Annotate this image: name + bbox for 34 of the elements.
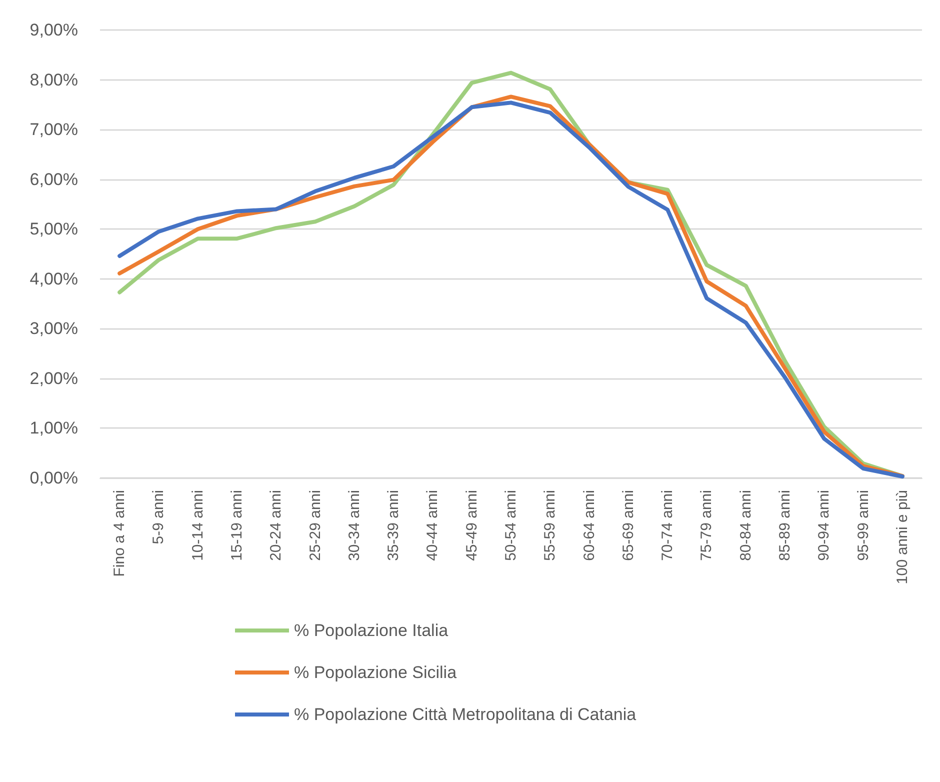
x-tick-label: 65-69 anni — [620, 490, 637, 561]
x-tick-label: 15-19 anni — [228, 490, 246, 561]
y-tick-label: 0,00% — [30, 468, 78, 488]
x-tick-label: 75-79 anni — [698, 490, 716, 561]
x-tick-label: 20-24 anni — [268, 490, 285, 561]
x-tick-label: Fino a 4 anni — [111, 490, 128, 577]
x-tick-label: 10-14 anni — [189, 490, 206, 561]
x-tick-label: 50-54 anni — [502, 490, 520, 561]
y-tick-label: 3,00% — [30, 319, 78, 338]
x-tick-label: 85-89 anni — [776, 490, 794, 561]
x-tick-label: 5-9 anni — [150, 490, 168, 544]
y-tick-label: 4,00% — [30, 269, 78, 288]
x-tick-label: 55-59 anni — [542, 490, 559, 561]
y-tick-label: 5,00% — [30, 220, 78, 239]
x-tick-label: 70-74 anni — [659, 490, 676, 561]
y-tick-label: 1,00% — [30, 418, 78, 438]
x-tick-label: 35-39 anni — [385, 490, 402, 561]
legend-label: % Popolazione Italia — [294, 621, 449, 640]
x-tick-label: 25-29 anni — [306, 490, 324, 561]
x-tick-label: 95-99 anni — [854, 490, 872, 561]
y-tick-label: 8,00% — [30, 70, 78, 90]
legend-label: % Popolazione Sicilia — [294, 663, 458, 682]
y-tick-label: 7,00% — [30, 120, 78, 140]
legend-label: % Popolazione Città Metropolitana di Catania — [294, 705, 637, 724]
x-tick-label: 60-64 anni — [580, 490, 598, 561]
x-tick-label: 80-84 anni — [737, 490, 754, 561]
y-tick-label: 6,00% — [30, 170, 78, 189]
x-tick-label: 45-49 anni — [463, 490, 480, 561]
y-tick-label: 2,00% — [30, 368, 78, 388]
x-tick-label: 40-44 anni — [424, 490, 442, 561]
x-tick-label: 90-94 anni — [816, 490, 833, 561]
x-tick-label: 100 anni e più — [894, 490, 911, 584]
y-tick-label: 9,00% — [30, 20, 78, 40]
x-tick-label: 30-34 anni — [346, 490, 363, 561]
